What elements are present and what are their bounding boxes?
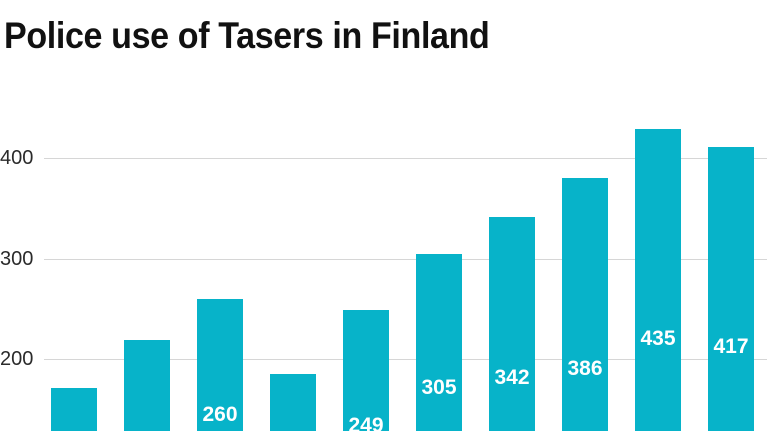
bar[interactable]: [489, 217, 535, 431]
bar[interactable]: [197, 299, 243, 431]
bar[interactable]: [124, 340, 170, 431]
bar[interactable]: [708, 147, 754, 431]
gridline: [44, 359, 767, 360]
bar[interactable]: [562, 178, 608, 431]
bar[interactable]: [416, 254, 462, 431]
bar[interactable]: [343, 310, 389, 431]
bar[interactable]: [270, 374, 316, 431]
y-axis-tick-label: 200: [0, 348, 34, 370]
gridline: [44, 158, 767, 159]
y-axis-tick-label: 400: [0, 147, 34, 169]
bar[interactable]: [635, 129, 681, 431]
chart-title: Police use of Tasers in Finland: [4, 15, 490, 56]
gridline: [44, 259, 767, 260]
y-axis-tick-label: 300: [0, 248, 34, 270]
bar[interactable]: [51, 388, 97, 431]
